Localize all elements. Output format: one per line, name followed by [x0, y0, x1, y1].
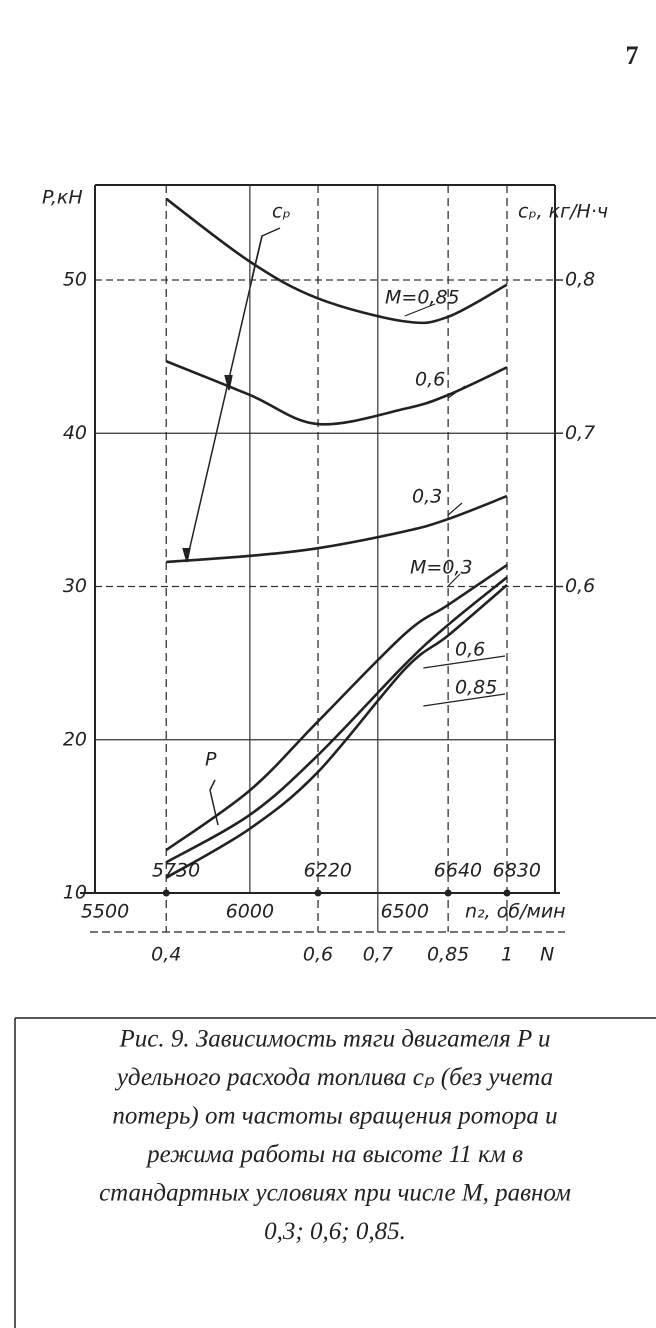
caption-line: режима работы на высоте 11 км в: [145, 1141, 523, 1168]
series-line: [165, 563, 508, 852]
marker-dot: [314, 889, 322, 897]
marked-x-label: 6640: [434, 860, 482, 882]
series-label: 0,85: [455, 677, 497, 699]
leader-line: [423, 655, 506, 669]
page-number: 7: [626, 41, 639, 70]
marker-dot: [444, 889, 452, 897]
x-axis-label: n₂, об/мин: [465, 901, 566, 923]
annotation: P: [205, 749, 217, 771]
annotation: cₚ: [272, 201, 291, 223]
series-label: 0,6: [455, 639, 485, 661]
secondary-axis-label: N: [540, 944, 554, 966]
series-line: [166, 494, 508, 564]
y-tick-label: 10: [63, 882, 87, 904]
series-label: M=0,85: [385, 287, 460, 309]
series-label: 0,3: [412, 486, 442, 508]
secondary-tick-label: 0,7: [363, 944, 393, 966]
y2-axis-label: cₚ, кг/Н·ч: [518, 201, 608, 223]
annotation-arrows: [182, 227, 281, 826]
caption-line: 0,3; 0,6; 0,85.: [264, 1218, 406, 1245]
marked-x-label: 6830: [493, 860, 541, 882]
marker-dot: [503, 889, 511, 897]
caption-line: стандартных условиях при числе М, равном: [99, 1180, 571, 1207]
series-label: 0,6: [415, 369, 445, 391]
x-tick-label: 6000: [226, 901, 274, 923]
y-axis-label: P,кН: [42, 187, 83, 209]
leader-line: [423, 693, 506, 707]
y2-tick-label: 0,6: [565, 575, 595, 597]
y-tick-label: 30: [63, 575, 87, 597]
leader-line: [447, 502, 463, 516]
marked-x-label: 6220: [304, 860, 352, 882]
series-line: [165, 583, 508, 879]
y-tick-label: 40: [63, 422, 87, 444]
caption-line: удельного расхода топлива cₚ (без учета: [114, 1064, 553, 1091]
leader-line: [447, 573, 461, 587]
caption-line: Рис. 9. Зависимость тяги двигателя P и: [118, 1026, 550, 1053]
series-line: [165, 360, 508, 426]
secondary-tick-label: 0,85: [427, 944, 469, 966]
leader-line: [404, 303, 436, 317]
y-tick-label: 50: [63, 269, 87, 291]
y2-tick-label: 0,7: [565, 422, 595, 444]
secondary-tick-label: 0,6: [303, 944, 333, 966]
y2-tick-label: 0,8: [565, 269, 595, 291]
secondary-tick-label: 0,4: [151, 944, 181, 966]
series-line: [165, 197, 508, 325]
caption-line: потерь) от частоты вращения ротора и: [112, 1103, 557, 1130]
leader-line: [447, 385, 466, 399]
axes-frame: [80, 184, 565, 933]
marker-dot: [162, 889, 170, 897]
x-tick-label: 5500: [81, 901, 129, 923]
y-tick-label: 20: [63, 728, 87, 750]
x-tick-label: 6500: [381, 901, 429, 923]
secondary-tick-label: 1: [501, 944, 513, 966]
series-label: M=0,3: [410, 557, 473, 579]
series-line: [165, 576, 508, 864]
